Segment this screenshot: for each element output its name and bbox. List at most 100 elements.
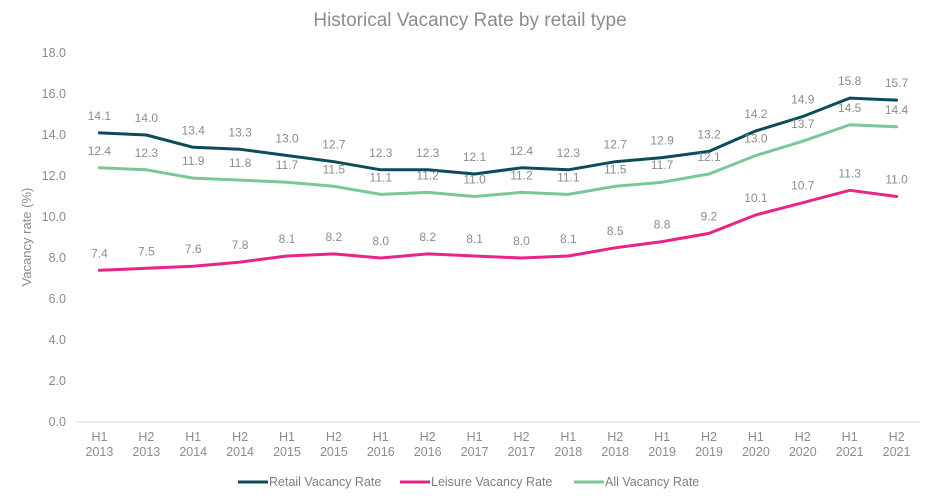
- data-point: [379, 193, 382, 196]
- data-label: 12.3: [135, 146, 159, 160]
- data-point: [145, 267, 148, 270]
- data-label: 13.0: [744, 132, 768, 146]
- series-lines: [97, 96, 899, 272]
- y-tick-label: 0.0: [49, 415, 66, 429]
- data-point: [754, 154, 758, 157]
- data-label: 11.0: [885, 173, 908, 187]
- x-tick-year: 2017: [508, 445, 536, 459]
- data-label: 7.4: [91, 246, 108, 260]
- data-label: 7.5: [138, 244, 155, 258]
- data-point: [379, 256, 382, 260]
- data-label: 14.2: [744, 107, 768, 121]
- legend-label: All Vacancy Rate: [605, 475, 699, 489]
- x-tick-half: H1: [467, 430, 483, 444]
- data-point: [145, 168, 148, 172]
- data-point: [473, 254, 476, 258]
- data-label: 12.3: [416, 146, 440, 160]
- data-point: [848, 189, 851, 192]
- data-point: [614, 246, 617, 249]
- data-label: 9.2: [701, 209, 718, 223]
- data-point: [567, 193, 570, 196]
- data-label: 13.4: [182, 123, 206, 137]
- series-line-1: [97, 188, 899, 272]
- data-point: [98, 131, 101, 135]
- y-tick-label: 6.0: [49, 292, 66, 306]
- data-label: 11.9: [182, 154, 205, 168]
- x-tick-half: H2: [420, 430, 436, 444]
- data-label: 7.6: [185, 242, 202, 256]
- x-tick-year: 2014: [179, 445, 207, 459]
- data-label: 8.1: [466, 232, 483, 246]
- x-tick-year: 2021: [836, 445, 864, 459]
- x-tick-label: H2 2018: [601, 430, 629, 459]
- x-tick-year: 2016: [367, 445, 395, 459]
- x-tick-half: H2: [795, 430, 811, 444]
- x-tick-year: 2013: [132, 445, 160, 459]
- data-point: [285, 254, 289, 258]
- data-label: 8.2: [326, 230, 343, 244]
- data-label: 14.4: [885, 103, 909, 117]
- data-point: [98, 269, 101, 272]
- data-label: 13.7: [791, 117, 815, 131]
- x-tick-label: H2 2013: [132, 430, 160, 459]
- data-label: 12.3: [369, 146, 393, 160]
- x-tick-label: H2 2015: [320, 430, 348, 459]
- x-tick-label: H1 2019: [648, 430, 676, 459]
- data-point: [238, 260, 242, 264]
- data-point: [145, 133, 148, 137]
- data-label: 15.8: [838, 74, 862, 88]
- x-tick-label: H2 2020: [789, 430, 817, 459]
- data-label: 11.8: [229, 156, 252, 170]
- x-tick-label: H1 2018: [554, 430, 582, 459]
- x-tick-label: H2 2014: [226, 430, 254, 459]
- data-label: 14.5: [838, 101, 862, 115]
- data-label: 11.3: [838, 166, 861, 180]
- data-point: [848, 123, 851, 126]
- x-tick-half: H2: [513, 430, 529, 444]
- x-tick-half: H1: [560, 430, 576, 444]
- data-label: 12.3: [557, 146, 581, 160]
- data-label: 12.1: [697, 150, 721, 164]
- data-point: [707, 172, 711, 176]
- data-point: [660, 156, 664, 159]
- data-point: [801, 201, 804, 204]
- data-point: [473, 172, 476, 176]
- data-label: 8.0: [372, 234, 389, 248]
- x-tick-year: 2020: [742, 445, 770, 459]
- x-tick-year: 2017: [461, 445, 489, 459]
- x-tick-label: H1 2020: [742, 430, 770, 459]
- x-tick-label: H1 2016: [367, 430, 395, 459]
- x-tick-label: H2 2016: [414, 430, 442, 459]
- data-point: [238, 178, 242, 182]
- data-point: [801, 115, 804, 118]
- data-point: [426, 168, 429, 172]
- data-point: [567, 254, 570, 258]
- legend: Retail Vacancy Rate Leisure Vacancy Rate A…: [238, 475, 699, 489]
- data-label: 11.2: [416, 168, 439, 182]
- data-label: 10.7: [791, 179, 815, 193]
- data-point: [332, 252, 336, 256]
- x-tick-year: 2019: [648, 445, 676, 459]
- data-label: 11.1: [557, 170, 580, 184]
- x-tick-year: 2016: [414, 445, 442, 459]
- data-label: 10.1: [744, 191, 768, 205]
- data-point: [848, 96, 851, 100]
- data-point: [520, 256, 523, 260]
- data-point: [192, 146, 195, 149]
- data-labels: 14.1 14.0 13.4 13.3 13.0 12.7 12.3 12.3 12.1 12.4…: [88, 74, 909, 260]
- data-label: 11.7: [276, 158, 299, 172]
- data-point: [473, 195, 476, 198]
- x-tick-half: H1: [279, 430, 295, 444]
- x-tick-half: H2: [138, 430, 154, 444]
- series-line-2: [97, 123, 899, 198]
- legend-label: Retail Vacancy Rate: [269, 475, 381, 489]
- y-tick-label: 8.0: [49, 251, 66, 265]
- x-tick-year: 2018: [554, 445, 582, 459]
- data-label: 12.9: [650, 134, 674, 148]
- data-label: 14.0: [135, 111, 159, 125]
- x-tick-half: H2: [326, 430, 342, 444]
- data-point: [895, 195, 898, 198]
- data-label: 12.4: [510, 144, 534, 158]
- x-tick-year: 2015: [320, 445, 348, 459]
